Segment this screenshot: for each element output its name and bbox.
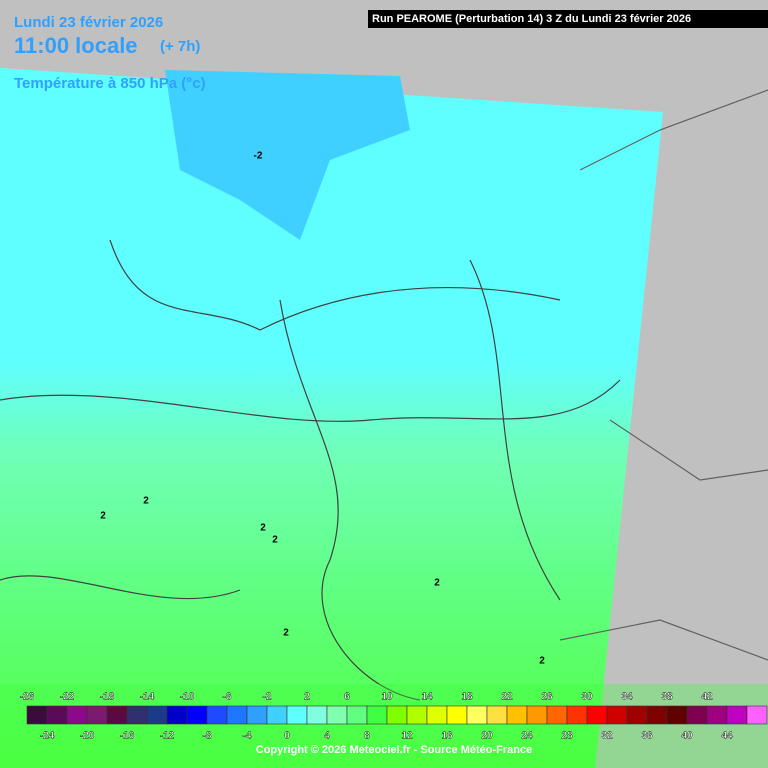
- legend-swatch: [526, 705, 548, 725]
- legend-tick-label: -20: [80, 731, 95, 742]
- legend-swatch: [666, 705, 688, 725]
- legend-swatch: [426, 705, 448, 725]
- legend-tick-label: 8: [364, 731, 370, 742]
- legend-swatch: [206, 705, 228, 725]
- legend-tick-label: 2: [304, 692, 310, 703]
- legend-tick-label: 16: [441, 731, 453, 742]
- contour-label: -2: [254, 151, 263, 162]
- contour-label: 2: [100, 511, 106, 522]
- legend-tick-label: 34: [621, 692, 633, 703]
- legend-tick-label: 28: [561, 731, 573, 742]
- legend-swatch: [66, 705, 88, 725]
- legend-tick-label: -18: [100, 692, 115, 703]
- run-title: Run PEAROME (Perturbation 14) 3 Z du Lun…: [372, 13, 691, 25]
- contour-label: 2: [260, 523, 266, 534]
- legend-swatch: [706, 705, 728, 725]
- contour-label: 2: [539, 656, 545, 667]
- legend-tick-label: 0: [284, 731, 290, 742]
- legend-tick-label: -2: [263, 692, 272, 703]
- legend-swatch: [486, 705, 508, 725]
- legend-swatch: [606, 705, 628, 725]
- legend-swatch: [186, 705, 208, 725]
- date: Lundi 23 février 2026: [14, 14, 163, 31]
- legend-tick-label: 38: [661, 692, 673, 703]
- legend-swatch: [126, 705, 148, 725]
- legend-tick-label: 24: [521, 731, 533, 742]
- legend-tick-label: 40: [681, 731, 693, 742]
- time: 11:00 locale: [14, 33, 138, 58]
- legend-tick-label: -12: [160, 731, 175, 742]
- legend-swatch: [226, 705, 248, 725]
- legend-swatch: [506, 705, 528, 725]
- legend-swatch: [746, 705, 768, 725]
- legend-swatch: [546, 705, 568, 725]
- legend-tick-label: 32: [601, 731, 613, 742]
- legend-swatch: [326, 705, 348, 725]
- legend-swatch: [586, 705, 608, 725]
- legend-swatch: [266, 705, 288, 725]
- legend-swatch: [26, 705, 48, 725]
- legend-tick-label: 30: [581, 692, 593, 703]
- legend-swatch: [286, 705, 308, 725]
- legend-swatch: [46, 705, 68, 725]
- legend-swatch: [346, 705, 368, 725]
- legend-tick-label: -22: [60, 692, 75, 703]
- legend-swatch: [466, 705, 488, 725]
- variable: Température à 850 hPa (°c): [14, 75, 206, 92]
- legend-tick-label: 22: [501, 692, 513, 703]
- cold-patch: [165, 70, 410, 240]
- contour-label: 2: [143, 496, 149, 507]
- offset: (+ 7h): [160, 38, 200, 55]
- legend-swatch: [246, 705, 268, 725]
- contour-label: 2: [272, 535, 278, 546]
- legend-swatch: [386, 705, 408, 725]
- legend-tick-label: 14: [421, 692, 433, 703]
- legend-swatch: [646, 705, 668, 725]
- legend-swatch: [106, 705, 128, 725]
- legend-tick-label: 26: [541, 692, 553, 703]
- legend-tick-label: -10: [180, 692, 195, 703]
- legend-tick-label: 20: [481, 731, 493, 742]
- legend-tick-label: 10: [381, 692, 393, 703]
- legend-tick-label: -6: [223, 692, 232, 703]
- legend-swatch: [86, 705, 108, 725]
- legend-swatch: [366, 705, 388, 725]
- legend-swatch: [446, 705, 468, 725]
- legend-swatch: [406, 705, 428, 725]
- legend-tick-label: 12: [401, 731, 413, 742]
- contour-label: 2: [434, 578, 440, 589]
- legend-tick-label: 6: [344, 692, 350, 703]
- legend-tick-label: 4: [324, 731, 330, 742]
- legend-swatch: [626, 705, 648, 725]
- legend-tick-label: -26: [20, 692, 35, 703]
- legend-swatch: [686, 705, 708, 725]
- run-banner: [368, 10, 768, 28]
- legend-swatch: [146, 705, 168, 725]
- borders: [0, 239, 621, 701]
- legend-swatch: [166, 705, 188, 725]
- legend-tick-label: 18: [461, 692, 473, 703]
- temperature-field: [0, 68, 663, 768]
- legend-tick-label: -24: [40, 731, 55, 742]
- legend-tick-label: -8: [203, 731, 212, 742]
- legend-tick-label: -16: [120, 731, 135, 742]
- copyright: Copyright © 2026 Meteociel.fr - Source M…: [256, 744, 532, 756]
- legend-swatch: [566, 705, 588, 725]
- legend-swatch: [306, 705, 328, 725]
- legend-tick-label: 42: [701, 692, 713, 703]
- legend-background: [0, 684, 768, 768]
- outer-borders: [559, 89, 768, 661]
- legend-tick-label: 44: [721, 731, 733, 742]
- legend-tick-label: -14: [140, 692, 155, 703]
- legend-tick-label: 36: [641, 731, 653, 742]
- legend-swatch: [726, 705, 748, 725]
- contour-label: 2: [283, 628, 289, 639]
- legend-tick-label: -4: [243, 731, 252, 742]
